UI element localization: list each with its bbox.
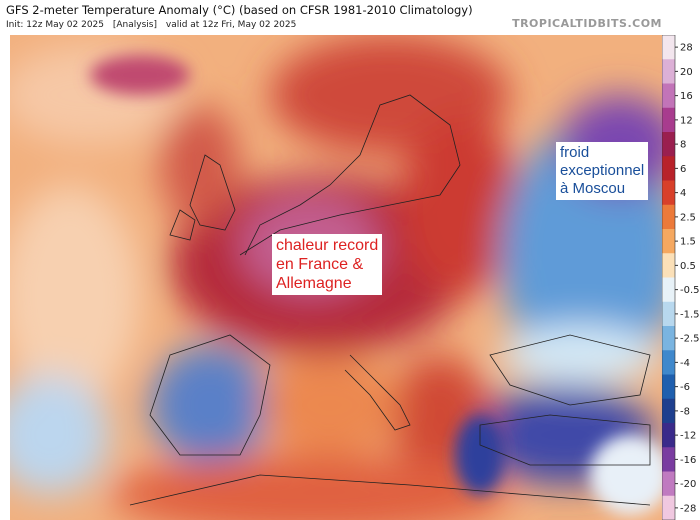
colorbar-label: -20 [680,479,696,490]
colorbar-label: -4 [680,358,690,369]
colorbar-label: 16 [680,91,693,102]
colorbar-label: -8 [680,406,690,417]
title: GFS 2-meter Temperature Anomaly (°C) (ba… [6,3,473,17]
colorbar-label: 6 [680,164,686,175]
valid-time: valid at 12z Fri, May 02 2025 [165,20,297,30]
colorbar-label: -0.5 [680,285,700,296]
colorbar-label: -2.5 [680,334,700,345]
colorbar-swatch [662,59,675,84]
annotation-line: Allemagne [276,275,352,292]
site-name: TROPICALTIDBITS.COM [512,17,662,30]
colorbar-frame [662,35,676,520]
colorbar-label: 8 [680,140,686,151]
colorbar-label: -16 [680,455,696,466]
colorbar-swatch [662,471,675,497]
colorbar-swatch [662,107,675,133]
subtitle: Init: 12z May 02 2025 [Analysis] valid a… [6,20,302,30]
anomaly-detail [90,55,662,515]
coastlines [129,94,651,506]
annotation-heat: chaleur record en France & Allemagne [272,234,383,295]
colorbar-label: -1.5 [680,309,700,320]
annotation-cold: froid exceptionnel à Moscou [556,142,649,200]
annotation-line: à Moscou [560,180,626,197]
colorbar-swatch [662,301,675,327]
annotation-line: en France & [276,256,364,273]
colorbar-swatch [662,495,675,520]
annotation-line: froid [560,144,590,161]
colorbar-label: 2.5 [680,212,696,223]
colorbar-label: -28 [680,503,696,514]
colorbar-label: 20 [680,67,693,78]
colorbar-swatch [662,83,675,109]
colorbar-swatch [662,398,675,424]
colorbar-swatch [662,204,675,230]
colorbar-swatch [662,132,675,157]
colorbar-swatch [662,350,675,375]
colorbar-swatch [662,156,675,181]
colorbar-swatch [662,229,675,254]
colorbar-swatch [662,277,675,303]
colorbar-label: 12 [680,115,693,126]
colorbar: 28 20 16 12 8 6 4 2.5 1.5 0.5 -0.5 -1.5 -2.5 -4 -6 -8 -1… [662,35,700,520]
run-type: [Analysis] [112,20,157,30]
colorbar-swatch [662,253,675,278]
colorbar-label: -6 [680,382,690,393]
colorbar-swatch [662,326,675,351]
annotation-line: chaleur record [276,237,379,254]
colorbar-label: 0.5 [680,261,696,272]
colorbar-swatch [662,35,675,60]
colorbar-swatch [662,423,675,448]
colorbar-label: -12 [680,431,696,442]
colorbar-label: 28 [680,43,693,54]
colorbar-swatch [662,374,675,400]
colorbar-label: 4 [680,188,686,199]
colorbar-label: 1.5 [680,237,696,248]
colorbar-swatch [662,180,675,206]
annotation-line: exceptionnel [560,162,645,179]
colorbar-swatch [662,447,675,472]
init-time: Init: 12z May 02 2025 [6,20,105,30]
